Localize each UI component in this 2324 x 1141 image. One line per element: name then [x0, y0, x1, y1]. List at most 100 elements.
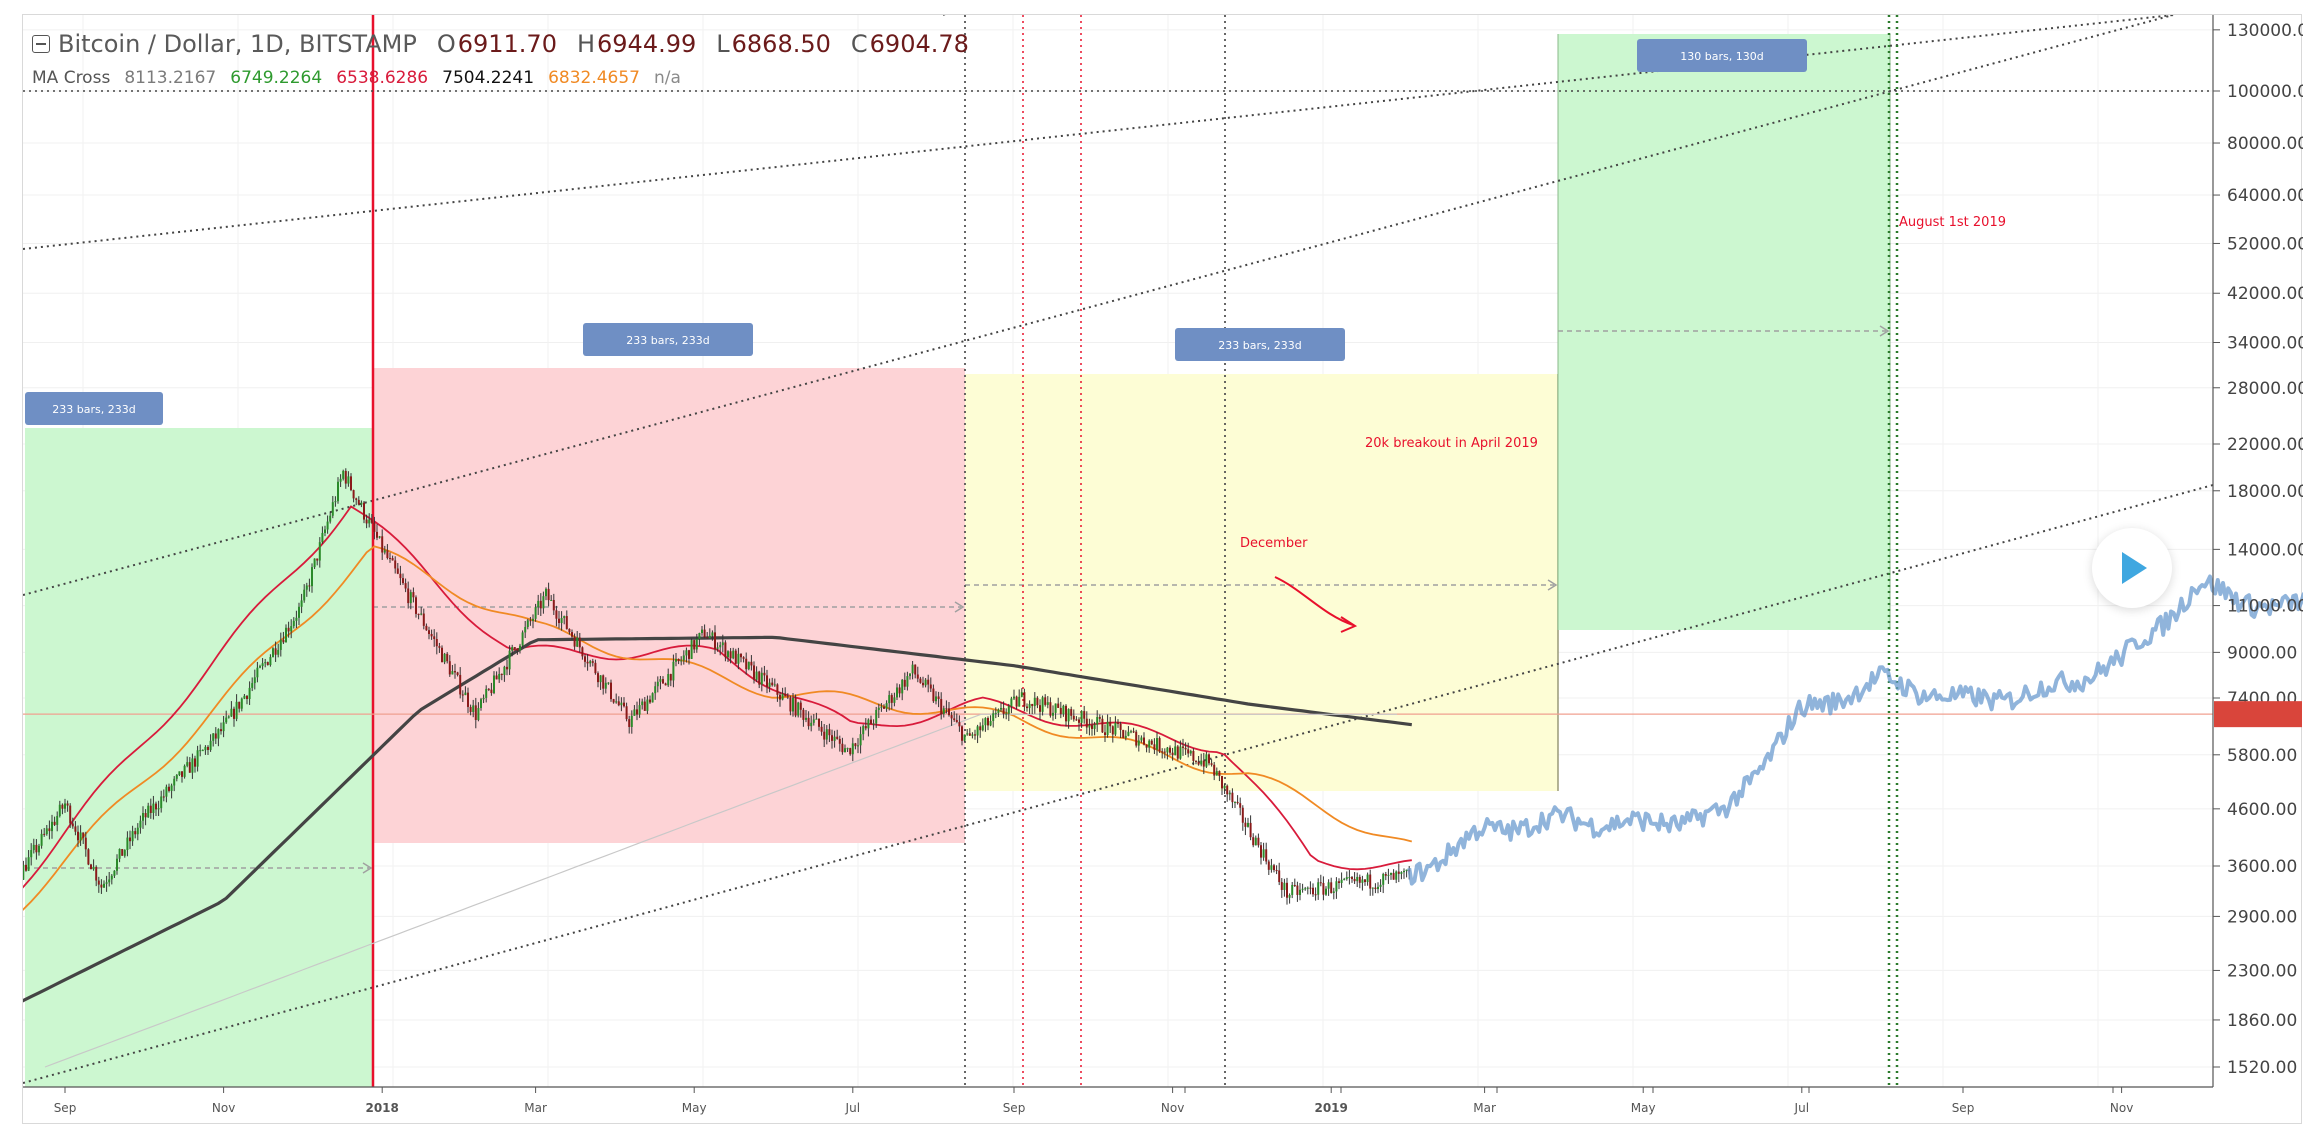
- candle-body: [633, 709, 636, 716]
- candle-body: [664, 683, 667, 686]
- candle-body: [446, 653, 449, 662]
- candle-body: [698, 633, 701, 639]
- candle-body: [438, 646, 441, 648]
- candle-body: [355, 498, 358, 500]
- candle-body: [914, 664, 917, 675]
- candle-body: [589, 661, 592, 664]
- candle-body: [745, 658, 748, 670]
- price-tick-label: 28000.00: [2227, 379, 2303, 399]
- candle-body: [415, 597, 417, 614]
- candle-body: [636, 709, 638, 715]
- december-arrow-line: [1274, 576, 1354, 626]
- candle-body: [1366, 874, 1369, 883]
- candle-body: [786, 696, 789, 698]
- price-tick-label: 64000.00: [2227, 186, 2303, 206]
- candle-body: [890, 695, 893, 703]
- candle-body: [464, 692, 467, 696]
- candle-body: [862, 726, 865, 735]
- candle-body: [1304, 888, 1307, 890]
- collapse-icon[interactable]: [32, 35, 50, 53]
- annotation-breakout: 20k breakout in April 2019: [1365, 436, 1538, 451]
- price-tick-label: 2300.00: [2227, 961, 2297, 981]
- candle-body: [181, 771, 183, 777]
- candle-body: [1088, 725, 1091, 728]
- candle-body: [1387, 874, 1390, 876]
- candle-body: [313, 558, 316, 568]
- candle-body: [370, 519, 373, 523]
- candle-body: [1101, 718, 1104, 733]
- time-tick-label: 2019: [1314, 1101, 1347, 1115]
- candle-body: [168, 786, 170, 791]
- candle-body: [875, 709, 878, 724]
- price-tick-label: 3600.00: [2227, 857, 2297, 877]
- candle-body: [1283, 882, 1286, 890]
- price-tick-label: 130000.00: [2227, 21, 2303, 41]
- candle-body: [1405, 869, 1408, 871]
- candle-body: [812, 719, 815, 723]
- chart-frame[interactable]: 233 bars, 233d 233 bars, 233d 233 bars, 23…: [22, 14, 2303, 1125]
- candle-body: [27, 857, 30, 871]
- candle-body: [1351, 877, 1353, 879]
- candle-body: [1184, 747, 1187, 750]
- candle-body: [1182, 746, 1184, 748]
- candle-body: [253, 677, 256, 684]
- candle-body: [529, 620, 532, 622]
- candle-body: [836, 736, 839, 739]
- candle-body: [620, 702, 623, 706]
- candle-body: [1187, 749, 1190, 754]
- indicator-name[interactable]: MA Cross: [32, 68, 111, 88]
- candle-body: [625, 706, 628, 720]
- candle-body: [1143, 737, 1145, 745]
- candle-body: [940, 698, 943, 715]
- candle-body: [196, 750, 199, 767]
- candle-body: [157, 808, 160, 810]
- candle-body: [485, 688, 488, 698]
- candle-body: [360, 502, 363, 505]
- candle-body: [53, 821, 56, 825]
- candle-body: [248, 687, 251, 699]
- candle-body: [155, 803, 157, 810]
- candle-body: [1301, 888, 1304, 890]
- price-tick-label: 11000.00: [2227, 597, 2303, 617]
- candle-body: [682, 655, 685, 661]
- candle-body: [724, 642, 727, 658]
- candle-body: [695, 638, 698, 650]
- candle-body: [430, 633, 433, 637]
- candle-body: [1171, 752, 1174, 756]
- ma-value-4: 7504.2241: [442, 68, 535, 88]
- candle-body: [1244, 822, 1247, 827]
- candle-body: [1213, 764, 1216, 776]
- candle-body: [240, 698, 243, 709]
- candle-body: [1348, 877, 1351, 879]
- candle-body: [233, 708, 235, 719]
- candle-body: [1208, 754, 1210, 764]
- candle-body: [97, 880, 100, 885]
- candle-body: [677, 658, 680, 662]
- price-tick-label: 14000.00: [2227, 540, 2303, 560]
- play-button[interactable]: [2092, 528, 2172, 608]
- candle-body: [131, 831, 134, 842]
- candle-body: [441, 647, 443, 663]
- candle-body: [428, 630, 430, 634]
- candle-body: [134, 831, 137, 835]
- candle-body: [615, 701, 618, 703]
- ma-value-3: 6538.6286: [336, 68, 429, 88]
- candle-body: [877, 707, 880, 710]
- candle-body: [617, 701, 620, 706]
- candle-body: [311, 567, 313, 587]
- candle-body: [467, 692, 469, 707]
- candle-body: [448, 661, 451, 675]
- chart-canvas[interactable]: 233 bars, 233d 233 bars, 233d 233 bars, 23…: [23, 15, 2303, 1125]
- candle-body: [727, 651, 729, 658]
- candle-body: [118, 849, 121, 859]
- candle-body: [35, 844, 38, 853]
- candle-body: [1189, 750, 1192, 754]
- candle-body: [1150, 740, 1153, 745]
- candle-body: [818, 718, 820, 727]
- december-arrow-head: [1340, 616, 1358, 633]
- open-value: 6911.70: [457, 30, 557, 58]
- candle-body: [784, 693, 787, 697]
- candle-body: [1057, 703, 1060, 708]
- ma-value-5: 6832.4657: [548, 68, 640, 88]
- candle-body: [1210, 763, 1213, 765]
